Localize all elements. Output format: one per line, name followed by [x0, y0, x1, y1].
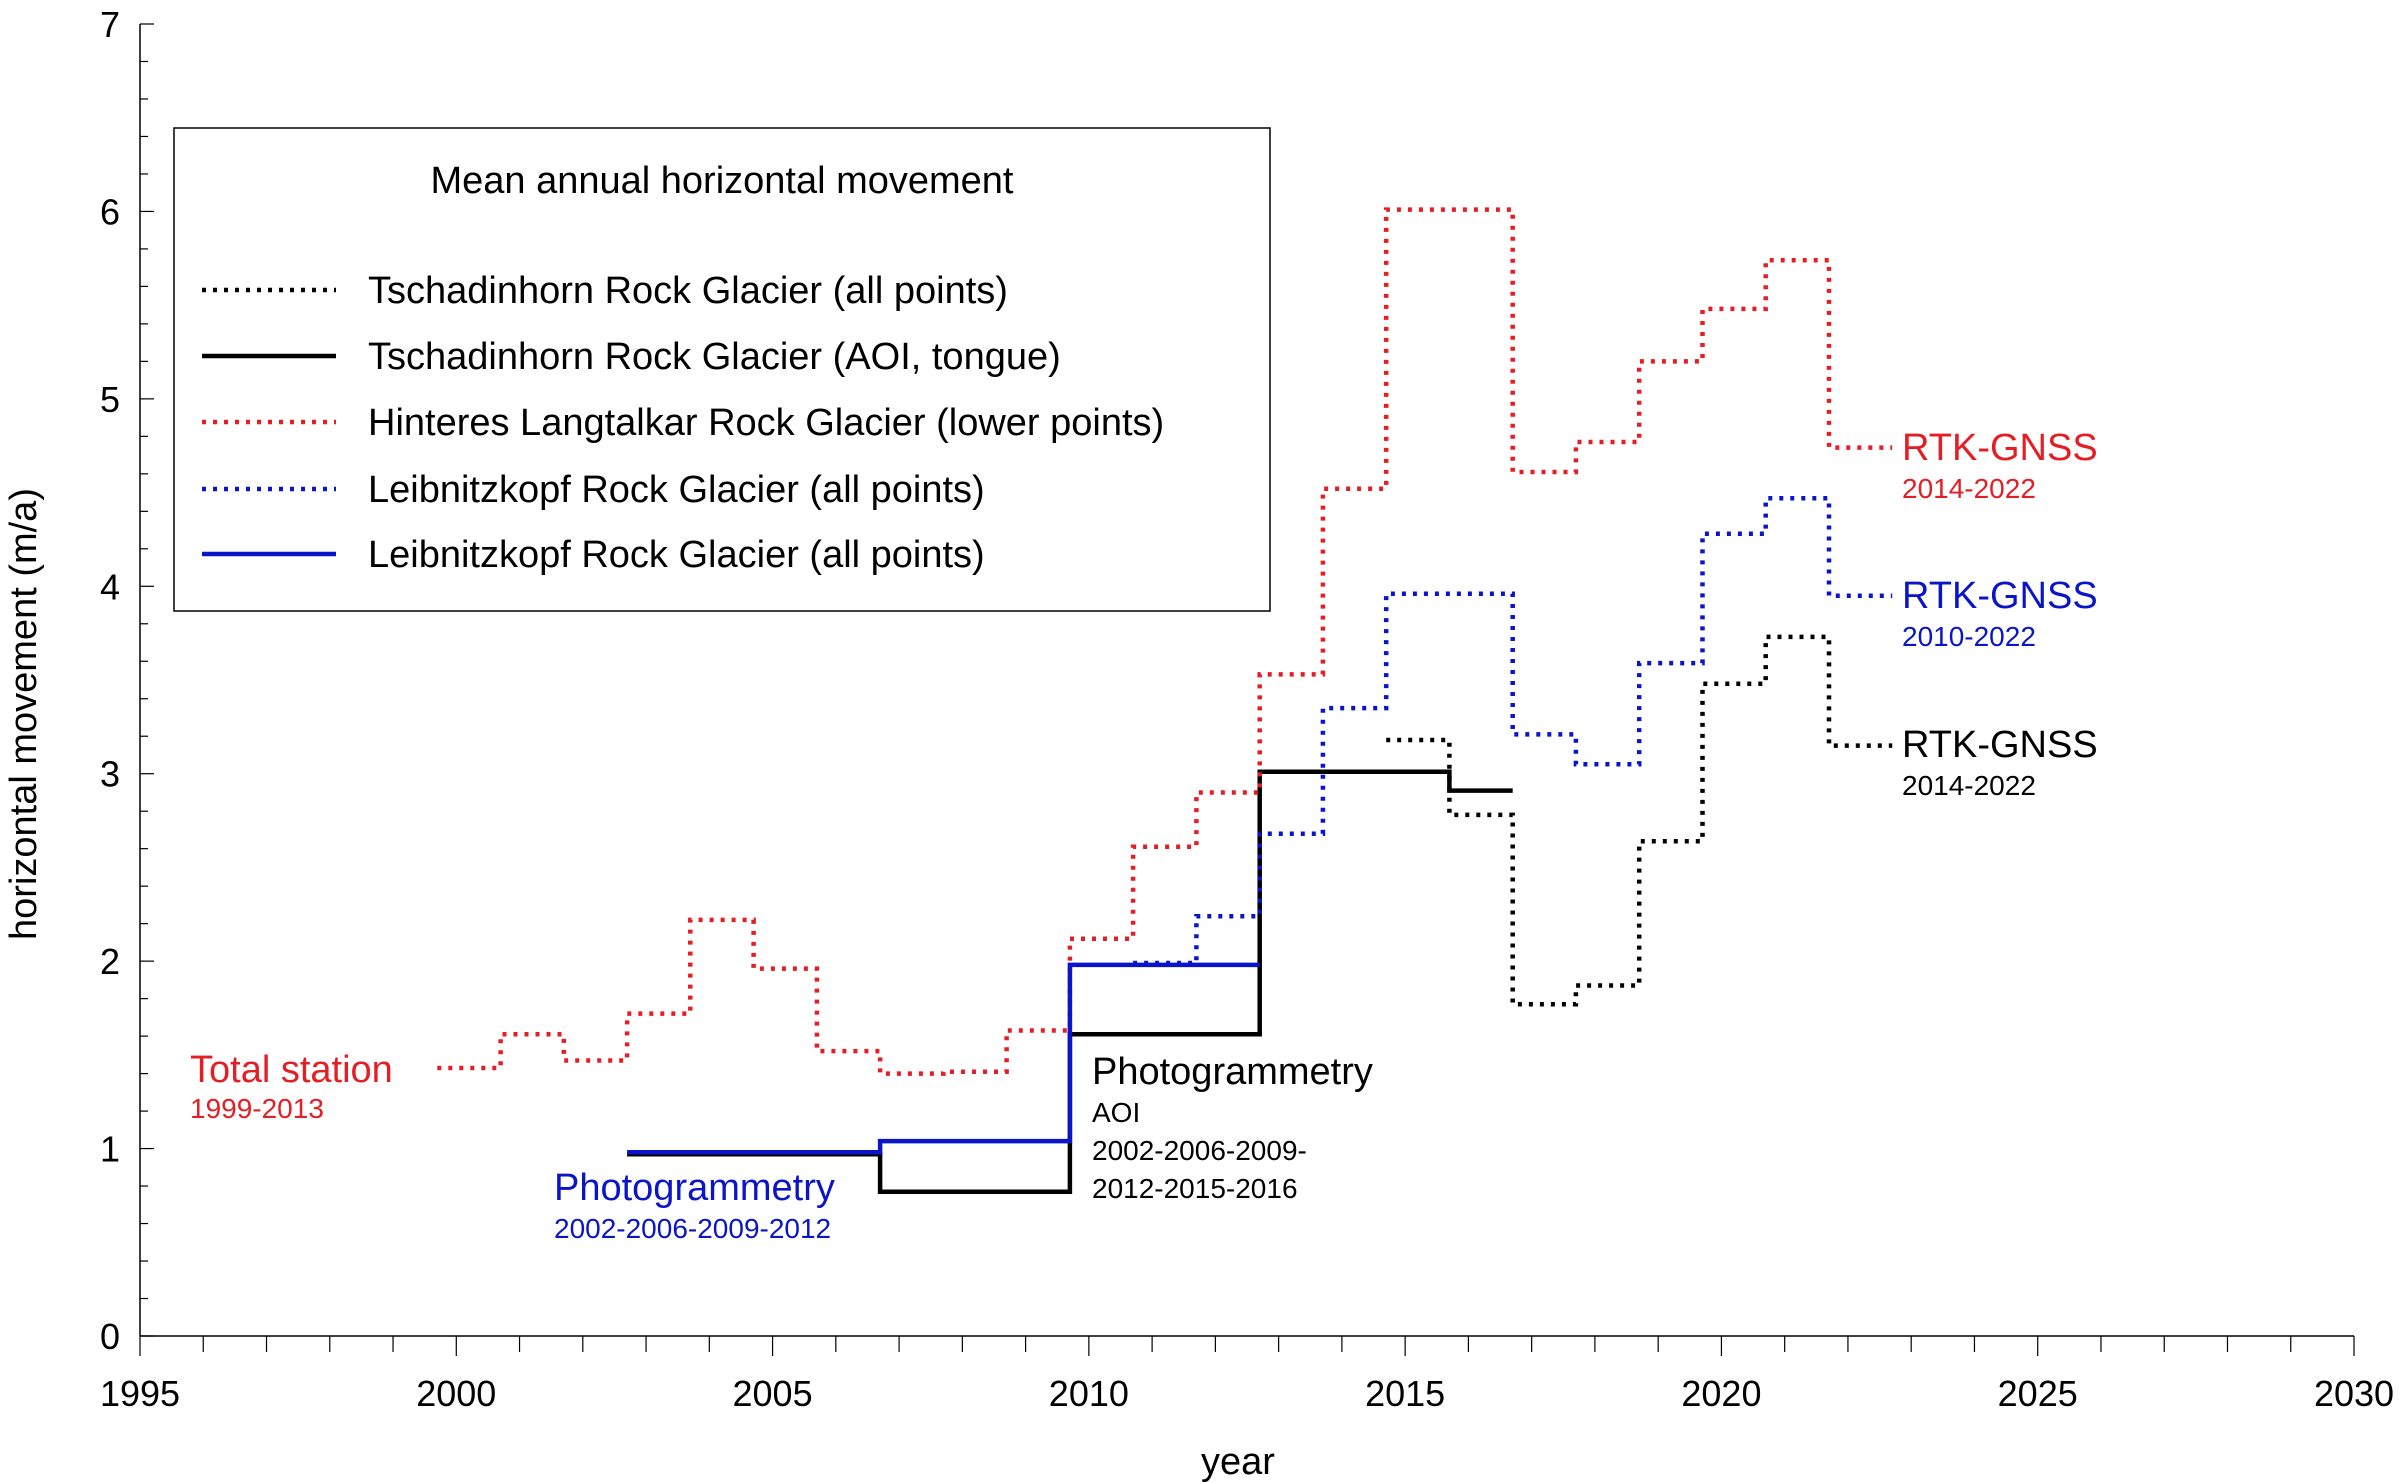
x-axis-title: year: [1201, 1441, 1275, 1482]
x-tick-label: 1995: [100, 1373, 180, 1414]
annotation-photogrammetry-black-years-1: 2002-2006-2009-: [1092, 1135, 1307, 1166]
annotations: Total station 1999-2013 Photogrammetry 2…: [190, 427, 2098, 1244]
y-tick-label: 7: [100, 4, 120, 45]
legend: Mean annual horizontal movement Tschadin…: [173, 127, 1271, 612]
annotation-rtk-blue: RTK-GNSS: [1902, 575, 2098, 617]
x-tick-label: 2015: [1365, 1373, 1445, 1414]
series-line-2: [437, 207, 1893, 1076]
annotation-total-station: Total station: [190, 1049, 393, 1091]
annotation-rtk-red: RTK-GNSS: [1902, 427, 2098, 469]
series-line-1: [627, 769, 1513, 1194]
x-tick-label: 2010: [1049, 1373, 1129, 1414]
x-tick-label: 2025: [1998, 1373, 2078, 1414]
y-tick-label: 4: [100, 566, 120, 607]
y-tick-label: 1: [100, 1129, 120, 1170]
x-tick-label: 2000: [416, 1373, 496, 1414]
annotation-photogrammetry-blue: Photogrammetry: [554, 1167, 835, 1209]
series-line-0: [1386, 634, 1893, 1007]
y-tick-label: 3: [100, 754, 120, 795]
y-tick-label: 0: [100, 1316, 120, 1357]
y-axis-title: horizontal movement (m/a): [3, 488, 45, 940]
legend-box: [173, 127, 1271, 612]
annotation-photogrammetry-black-years-2: 2012-2015-2016: [1092, 1173, 1298, 1204]
legend-label-0: Tschadinhorn Rock Glacier (all points): [368, 270, 1008, 312]
annotation-photogrammetry-black: Photogrammetry: [1092, 1051, 1373, 1093]
annotation-rtk-red-years: 2014-2022: [1902, 473, 2036, 504]
y-tick-label: 6: [100, 191, 120, 232]
axes: 0 1 2 3 4 5 6 7 1995 2000 2005 2010 2015 2020 2025 2030: [100, 4, 2394, 1414]
series-layer: [437, 207, 1893, 1194]
annotation-rtk-black-years: 2014-2022: [1902, 770, 2036, 801]
x-tick-label: 2020: [1681, 1373, 1761, 1414]
legend-label-2: Hinteres Langtalkar Rock Glacier (lower …: [368, 402, 1164, 444]
legend-title: Mean annual horizontal movement: [430, 160, 1013, 202]
series-line-4: [627, 962, 1260, 1155]
x-tick-label: 2030: [2314, 1373, 2394, 1414]
legend-label-1: Tschadinhorn Rock Glacier (AOI, tongue): [368, 336, 1061, 378]
legend-label-3: Leibnitzkopf Rock Glacier (all points): [368, 469, 985, 511]
annotation-photogrammetry-blue-years: 2002-2006-2009-2012: [554, 1213, 831, 1244]
y-tick-label: 5: [100, 379, 120, 420]
annotation-photogrammetry-black-aoi: AOI: [1092, 1097, 1140, 1128]
legend-entries: Tschadinhorn Rock Glacier (all points) Ts…: [202, 270, 1164, 576]
annotation-rtk-blue-years: 2010-2022: [1902, 621, 2036, 652]
y-tick-label: 2: [100, 941, 120, 982]
x-tick-label: 2005: [733, 1373, 813, 1414]
legend-label-4: Leibnitzkopf Rock Glacier (all points): [368, 534, 985, 576]
annotation-rtk-black: RTK-GNSS: [1902, 724, 2098, 766]
annotation-total-station-years: 1999-2013: [190, 1093, 324, 1124]
series-line-3: [1133, 495, 1893, 966]
